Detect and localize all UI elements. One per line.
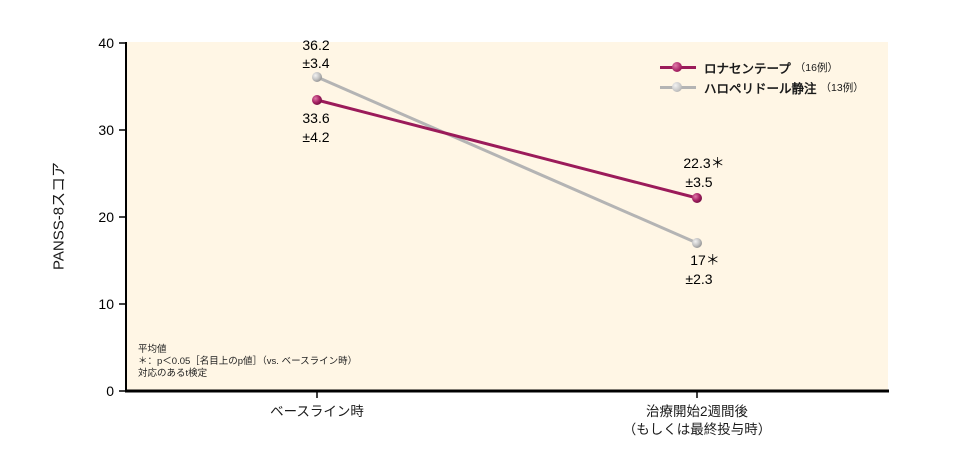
y-tick-40: 40 [98,35,114,51]
y-tick-0: 0 [106,383,114,399]
label-s1-base-sd: ±4.2 [302,129,329,145]
legend-n-lonasen: （16例） [794,61,838,74]
footnote-test: 対応のあるt検定 [138,368,208,379]
data-point [692,193,702,203]
y-tick-10: 10 [98,296,114,312]
y-tick-20: 20 [98,209,114,225]
y-axis-title: PANSS-8スコア [50,161,68,271]
series-lonasen [312,95,702,203]
footnote: 平均値 ＊：p＜0.05［名目上のp値］（vs. ベースライン時） 対応のあるt… [138,344,357,380]
label-s2-base-sd: ±3.4 [302,55,329,71]
data-point [312,72,322,82]
footnote-significance: ＊：p＜0.05［名目上のp値］（vs. ベースライン時） [138,356,358,367]
data-point [692,238,702,248]
legend-item-haloperidol: ハロペリドール静注 （13例） [660,77,864,97]
label-s1-end-mean: 22.3＊ [683,155,724,171]
label-s2-base-mean: 36.2 [302,37,329,53]
legend-swatch-gray-icon [660,80,696,94]
data-point [312,95,322,105]
legend-label-lonasen: ロナセンテープ [704,61,791,76]
x-category-baseline: ベースライン時 [257,403,377,421]
x-category-followup-line1: 治療開始2週間後 [645,404,748,419]
legend-label-haloperidol: ハロペリドール静注 [704,81,817,96]
legend: ロナセンテープ （16例） ハロペリドール静注 （13例） [660,57,864,97]
label-s1-end-sd: ±3.5 [685,174,712,190]
legend-swatch-magenta-icon [660,60,696,74]
plot-area [126,42,888,390]
x-category-followup: 治療開始2週間後 （もしくは最終投与時） [607,403,787,439]
y-tick-labels: 0 10 20 30 40 [98,35,114,399]
series-haloperidol [312,72,702,248]
y-tick-30: 30 [98,122,114,138]
legend-item-lonasen: ロナセンテープ （16例） [660,57,864,77]
label-s1-base-mean: 33.6 [302,110,329,126]
label-s2-end-sd: ±2.3 [685,271,712,287]
label-s2-end-mean: 17＊ [690,252,720,268]
x-category-followup-line2: （もしくは最終投与時） [622,422,772,437]
data-labels: 36.2 ±3.4 33.6 ±4.2 22.3＊ ±3.5 17＊ ±2.3 [302,37,724,287]
legend-n-haloperidol: （13例） [820,81,864,94]
y-ticks [119,42,126,392]
footnote-mean: 平均値 [138,344,167,355]
x-category-baseline-label: ベースライン時 [270,404,364,419]
